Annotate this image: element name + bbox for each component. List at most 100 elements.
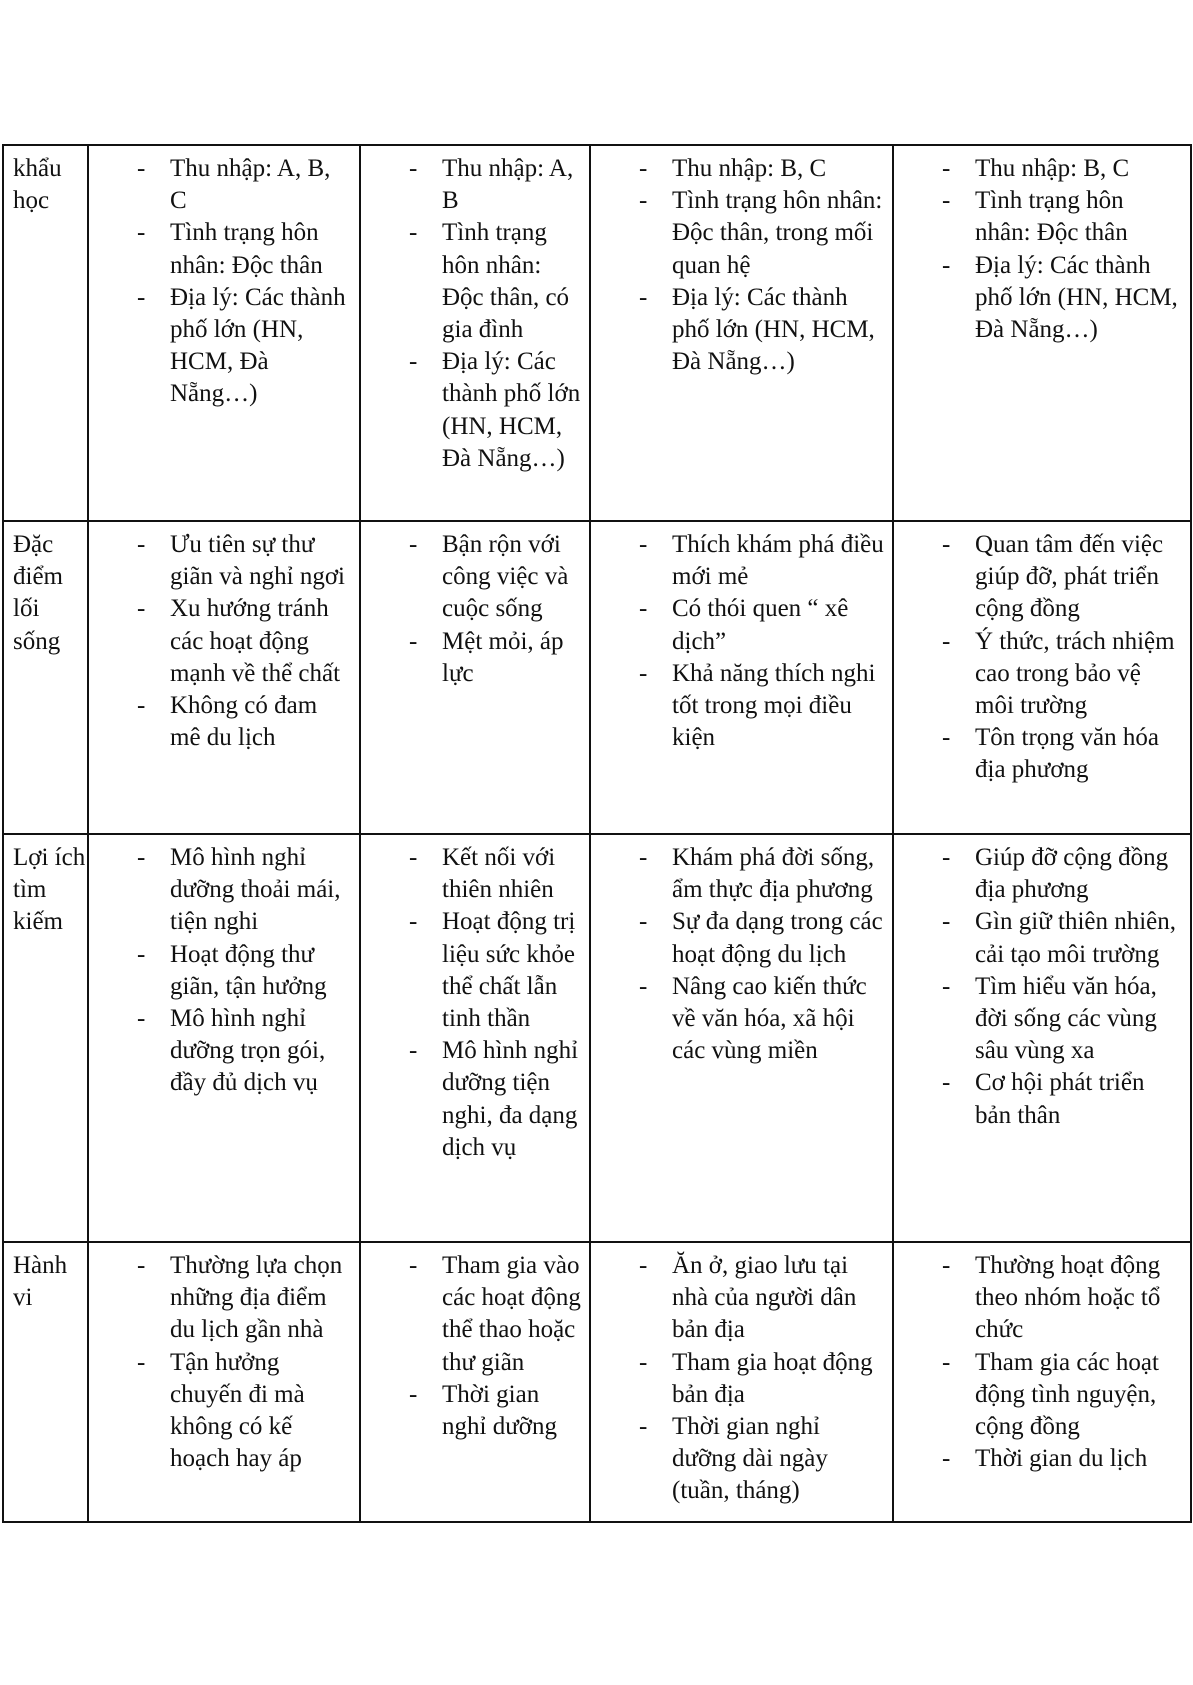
row-lifestyle-segment-3-cell: - Thích khám phá điều mới mẻ - Có thói quen… xyxy=(589,520,894,835)
bullet-dash: - xyxy=(409,908,418,936)
bullet-dash: - xyxy=(942,1445,951,1473)
item-text: Thường hoạt động theo nhóm hoặc tổ chức xyxy=(975,1252,1161,1344)
list-item: - Địa lý: Các thành phố lớn (HN, HCM, Đà … xyxy=(591,282,892,379)
list-item: - Có thói quen “ xê dịch” xyxy=(591,593,892,657)
list-item: - Địa lý: Các thành phố lớn (HN, HCM, Đà … xyxy=(894,250,1190,347)
item-text: Tình trạng hôn nhân: Độc thân xyxy=(170,219,323,279)
list-item: - Địa lý: Các thành phố lớn (HN, HCM, Đà … xyxy=(89,282,359,411)
bullet-dash: - xyxy=(639,844,648,871)
row-label: Lợi ích tìm kiếm xyxy=(13,844,86,936)
bullet-dash: - xyxy=(942,908,951,936)
bullet-dash: - xyxy=(639,972,648,1000)
list-item: - Thu nhập: A, B xyxy=(361,153,589,217)
list-item: - Sự đa dạng trong các hoạt động du lịch xyxy=(591,906,892,970)
list-item: - Kết nối với thiên nhiên xyxy=(361,842,589,906)
bullet-dash: - xyxy=(137,1348,146,1376)
list-item: - Địa lý: Các thành phố lớn (HN, HCM, Đà … xyxy=(361,346,589,475)
bullet-dash: - xyxy=(639,908,648,936)
item-text: Tìm hiểu văn hóa, đời sống các vùng sâu … xyxy=(975,972,1157,1065)
bullet-dash: - xyxy=(409,844,418,871)
list-item: - Nâng cao kiến thức về văn hóa, xã hội c… xyxy=(591,971,892,1068)
bullet-dash: - xyxy=(639,531,648,558)
list-item: - Hoạt động thư giãn, tận hưởng xyxy=(89,939,359,1003)
bullet-dash: - xyxy=(409,155,418,182)
bullet-dash: - xyxy=(409,1037,418,1065)
list-item: - Giúp đỡ cộng đồng địa phương xyxy=(894,842,1190,906)
row-label: khẩu học xyxy=(13,155,62,215)
list-item: - Tận hưởng chuyến đi mà không có kế hoạc… xyxy=(89,1347,359,1476)
list-item: - Thường lựa chọn những địa điểm du lịch … xyxy=(89,1250,359,1347)
bullet-dash: - xyxy=(942,531,951,558)
item-text: Quan tâm đến việc giúp đỡ, phát triển cộ… xyxy=(975,531,1164,623)
list-item: - Mô hình nghỉ dưỡng thoải mái, tiện nghi xyxy=(89,842,359,939)
list-item: - Khả năng thích nghi tốt trong mọi điều … xyxy=(591,658,892,755)
bullet-dash: - xyxy=(409,1252,418,1279)
list-item: - Xu hướng tránh các hoạt động mạnh về th… xyxy=(89,593,359,690)
item-text: Khám phá đời sống, ẩm thực địa phương xyxy=(672,844,875,904)
row-benefits-segment-3-cell: - Khám phá đời sống, ẩm thực địa phương - S… xyxy=(589,833,894,1243)
bullet-dash: - xyxy=(639,187,648,215)
row-behavior-segment-4-cell: - Thường hoạt động theo nhóm hoặc tổ chức… xyxy=(892,1241,1192,1523)
bullet-dash: - xyxy=(942,972,951,1000)
list-item: - Gìn giữ thiên nhiên, cải tạo môi trường xyxy=(894,906,1190,970)
row-lifestyle-segment-4-cell: - Quan tâm đến việc giúp đỡ, phát triển c… xyxy=(892,520,1192,835)
bullet-dash: - xyxy=(137,531,146,558)
row-demographics-label-cell: khẩu học xyxy=(2,144,89,522)
bullet-dash: - xyxy=(409,1380,418,1408)
item-text: Ưu tiên sự thư giãn và nghỉ ngơi xyxy=(170,531,345,591)
list-item: - Mệt mỏi, áp lực xyxy=(361,626,589,690)
item-text: Thu nhập: A, B xyxy=(442,155,574,215)
list-item: - Tình trạng hôn nhân: Độc thân, có gia đ… xyxy=(361,217,589,346)
bullet-dash: - xyxy=(137,692,146,720)
bullet-dash: - xyxy=(409,348,418,376)
item-text: Thời gian du lịch xyxy=(975,1445,1148,1473)
item-text: Ý thức, trách nhiệm cao trong bảo vệ môi… xyxy=(975,627,1175,720)
item-text: Ăn ở, giao lưu tại nhà của người dân bản… xyxy=(672,1252,857,1344)
list-item: - Thích khám phá điều mới mẻ xyxy=(591,529,892,593)
list-item: - Mô hình nghỉ dưỡng trọn gói, đầy đủ dịc… xyxy=(89,1003,359,1100)
item-text: Địa lý: Các thành phố lớn (HN, HCM, Đà N… xyxy=(442,348,581,472)
row-lifestyle-segment-1-cell: - Ưu tiên sự thư giãn và nghỉ ngơi - Xu hướ… xyxy=(87,520,361,835)
list-item: - Không có đam mê du lịch xyxy=(89,690,359,754)
bullet-dash: - xyxy=(639,283,648,311)
bullet-dash: - xyxy=(942,844,951,871)
row-label: Đặc điểm lối sống xyxy=(13,531,63,655)
item-text: Mô hình nghỉ dưỡng tiện nghi, đa dạng dị… xyxy=(442,1037,579,1161)
item-text: Mệt mỏi, áp lực xyxy=(442,627,564,687)
list-item: - Quan tâm đến việc giúp đỡ, phát triển c… xyxy=(894,529,1190,626)
bullet-dash: - xyxy=(137,219,146,247)
item-text: Thời gian nghỉ dưỡng dài ngày (tuần, thá… xyxy=(672,1413,828,1505)
item-text: Nâng cao kiến thức về văn hóa, xã hội cá… xyxy=(672,972,867,1065)
bullet-dash: - xyxy=(409,219,418,247)
list-item: -Ý thức, trách nhiệm cao trong bảo vệ mô… xyxy=(894,626,1190,723)
row-behavior-label-cell: Hành vi xyxy=(2,1241,89,1523)
item-text: Thu nhập: B, C xyxy=(672,155,827,182)
list-item: - Khám phá đời sống, ẩm thực địa phương xyxy=(591,842,892,906)
list-item: - Ăn ở, giao lưu tại nhà của người dân bả… xyxy=(591,1250,892,1347)
row-benefits-segment-4-cell: - Giúp đỡ cộng đồng địa phương - Gìn giữ th… xyxy=(892,833,1192,1243)
item-text: Địa lý: Các thành phố lớn (HN, HCM, Đà N… xyxy=(975,251,1178,344)
item-text: Xu hướng tránh các hoạt động mạnh về thể… xyxy=(170,595,341,687)
item-text: Hoạt động thư giãn, tận hưởng xyxy=(170,940,327,1000)
bullet-dash: - xyxy=(942,251,951,279)
row-benefits-segment-2-cell: - Kết nối với thiên nhiên - Hoạt động trị l… xyxy=(359,833,591,1243)
list-item: - Thời gian du lịch xyxy=(894,1443,1190,1475)
list-item: - Tham gia hoạt động bản địa xyxy=(591,1347,892,1411)
list-item: - Tình trạng hôn nhân: Độc thân, trong mố… xyxy=(591,185,892,282)
row-lifestyle-label-cell: Đặc điểm lối sống xyxy=(2,520,89,835)
row-benefits-segment-1-cell: - Mô hình nghỉ dưỡng thoải mái, tiện nghi… xyxy=(87,833,361,1243)
list-item: - Tình trạng hôn nhân: Độc thân xyxy=(89,217,359,281)
item-text: Khả năng thích nghi tốt trong mọi điều k… xyxy=(672,659,876,752)
list-item: - Tìm hiểu văn hóa, đời sống các vùng sâu… xyxy=(894,971,1190,1068)
row-label: Hành vi xyxy=(13,1252,68,1312)
bullet-dash: - xyxy=(137,1005,146,1033)
bullet-dash: - xyxy=(942,155,951,182)
bullet-dash: - xyxy=(942,627,951,655)
list-item: - Tham gia vào các hoạt động thể thao hoặ… xyxy=(361,1250,589,1379)
item-text: Mô hình nghỉ dưỡng trọn gói, đầy đủ dịch… xyxy=(170,1005,326,1097)
item-text: Thu nhập: A, B, C xyxy=(170,155,331,215)
bullet-dash: - xyxy=(942,724,951,752)
bullet-dash: - xyxy=(409,531,418,558)
list-item: - Thời gian nghỉ dưỡng xyxy=(361,1379,589,1443)
row-lifestyle-segment-2-cell: - Bận rộn với công việc và cuộc sống - Mệt … xyxy=(359,520,591,835)
